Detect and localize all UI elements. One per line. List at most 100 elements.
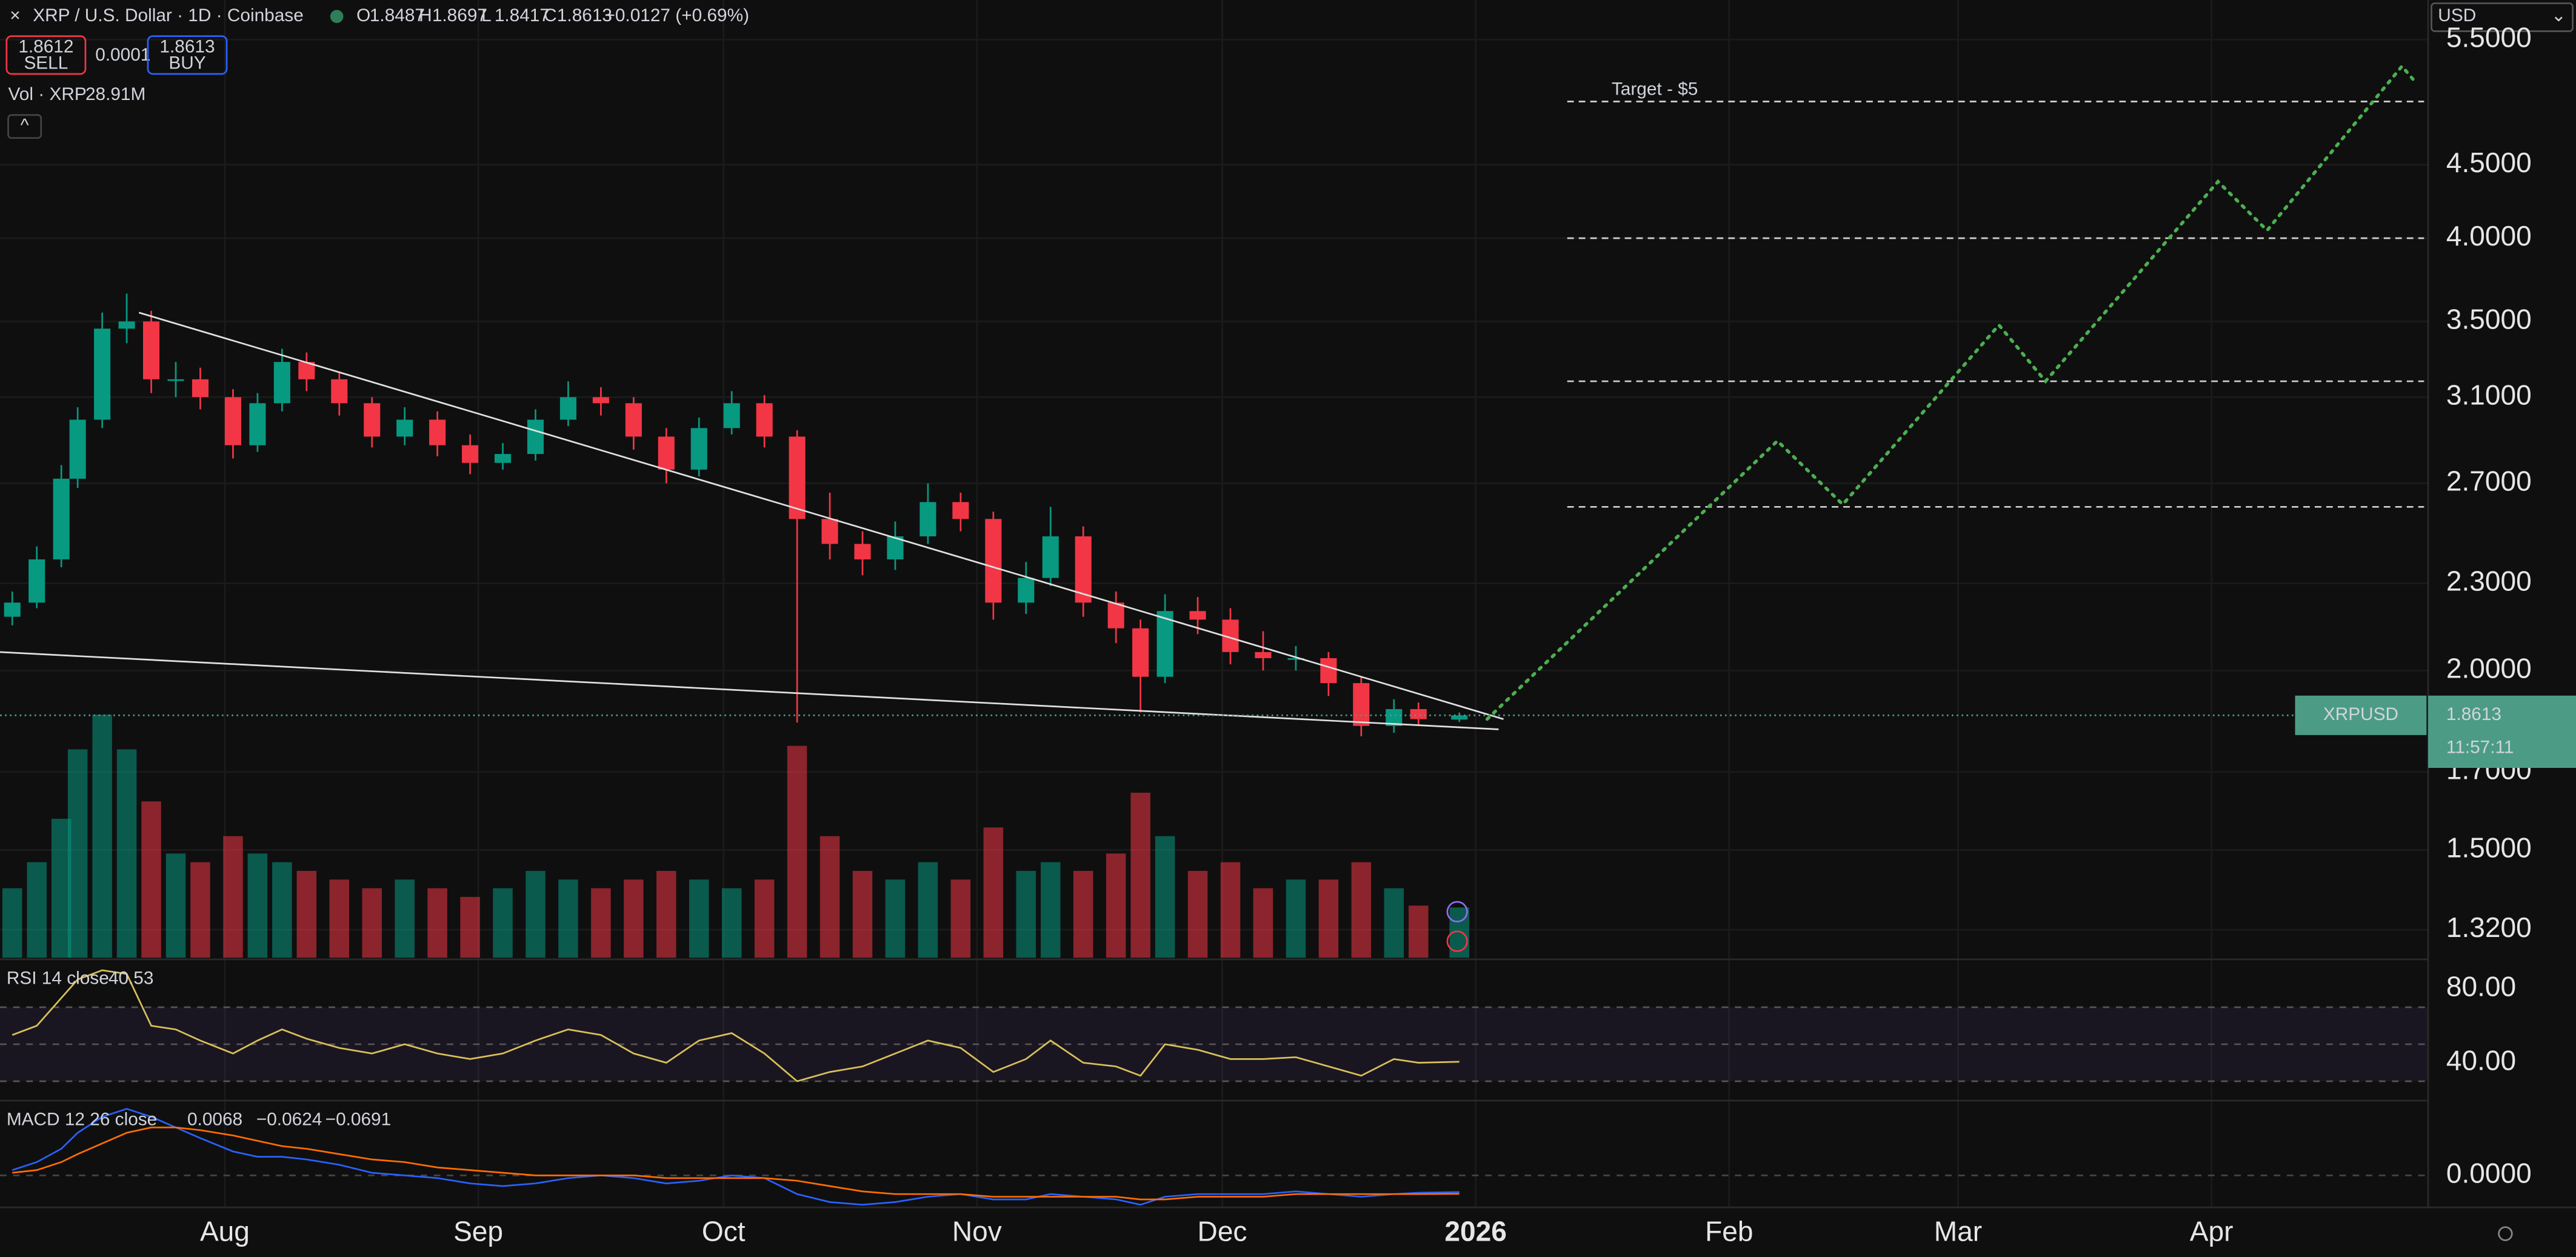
volume-bar bbox=[1408, 905, 1429, 958]
candle-body bbox=[331, 379, 348, 404]
event-icon[interactable] bbox=[1446, 901, 1468, 922]
candle-body bbox=[1353, 683, 1370, 726]
collapse-icon[interactable]: ^ bbox=[21, 116, 29, 136]
volume-bar bbox=[2, 888, 22, 958]
volume-value: 28.91M bbox=[85, 84, 145, 104]
buy-button[interactable] bbox=[147, 35, 228, 75]
volume-bar bbox=[272, 862, 292, 958]
y-tick-label: 4.0000 bbox=[2446, 220, 2532, 252]
candle-body bbox=[658, 436, 675, 470]
candle-body bbox=[249, 403, 266, 445]
volume-bar bbox=[950, 879, 971, 958]
x-tick-label: Apr bbox=[2190, 1216, 2234, 1247]
y-tick-label: 2.3000 bbox=[2446, 565, 2532, 597]
currency-caret[interactable]: ⌄ bbox=[2551, 5, 2566, 25]
candle-body bbox=[364, 403, 381, 437]
volume-bar bbox=[983, 827, 1004, 958]
change: +0.0127 (+0.69%) bbox=[604, 5, 749, 25]
status-dot bbox=[330, 10, 344, 23]
x-tick-label: Aug bbox=[200, 1216, 250, 1247]
y-tick-label: 2.7000 bbox=[2446, 465, 2532, 497]
ohlc-value: 1.8417 bbox=[495, 5, 550, 25]
price-tag-countdown: 11:57:11 bbox=[2446, 737, 2514, 757]
candle-body bbox=[1189, 611, 1206, 620]
candle-body bbox=[69, 419, 86, 479]
volume-bar bbox=[296, 870, 317, 958]
candle-body bbox=[527, 419, 544, 455]
close-icon[interactable]: × bbox=[10, 5, 20, 25]
symbol-title: XRP / U.S. Dollar · 1D · Coinbase bbox=[33, 5, 304, 25]
sell-price[interactable]: 1.8612 bbox=[18, 36, 73, 56]
candle-body bbox=[1018, 578, 1035, 603]
rsi-label: RSI 14 close bbox=[7, 968, 109, 988]
x-tick-label: Mar bbox=[1934, 1216, 1982, 1247]
projection-path bbox=[1485, 63, 2417, 721]
volume-bar bbox=[885, 879, 906, 958]
volume-bar bbox=[558, 879, 578, 958]
volume-bar bbox=[67, 749, 88, 958]
volume-bar bbox=[852, 870, 873, 958]
volume-bar bbox=[116, 749, 137, 958]
volume-bar bbox=[329, 879, 350, 958]
candle-body bbox=[4, 602, 21, 617]
macd-legend-value: −0.0691 bbox=[325, 1109, 392, 1129]
volume-bar bbox=[141, 801, 161, 958]
macd-tick-label: 0.0000 bbox=[2446, 1158, 2532, 1189]
rsi-tick-label: 80.00 bbox=[2446, 971, 2516, 1002]
volume-bar bbox=[1286, 879, 1306, 958]
x-tick-label: 2026 bbox=[1444, 1216, 1506, 1247]
trendline bbox=[138, 312, 1504, 720]
symbol-tag-label: XRPUSD bbox=[2323, 704, 2398, 724]
volume-bar bbox=[754, 879, 775, 958]
volume-bar bbox=[624, 879, 644, 958]
volume-bar bbox=[787, 745, 807, 958]
currency-select[interactable] bbox=[2431, 2, 2574, 32]
macd-signal-line bbox=[12, 1126, 1460, 1201]
candle-body bbox=[118, 321, 135, 329]
ohlc-key: L bbox=[481, 5, 492, 25]
collapse-button[interactable] bbox=[7, 114, 42, 139]
volume-bar bbox=[223, 836, 243, 958]
target-label: Target - $5 bbox=[1612, 79, 1698, 99]
buy-label[interactable]: BUY bbox=[169, 53, 205, 73]
volume-bar bbox=[1155, 836, 1175, 958]
volume-name: Vol · XRP bbox=[8, 84, 87, 104]
volume-bar bbox=[1073, 870, 1093, 958]
ohlc-key: C bbox=[544, 5, 557, 25]
candle-body bbox=[985, 519, 1002, 603]
currency[interactable]: USD bbox=[2438, 5, 2476, 25]
buy-price[interactable]: 1.8613 bbox=[159, 36, 215, 56]
candle-body bbox=[723, 403, 740, 428]
candle-body bbox=[592, 397, 609, 404]
candle-body bbox=[756, 403, 773, 437]
volume-bar bbox=[721, 888, 742, 958]
event-icon[interactable] bbox=[1446, 930, 1468, 952]
settings-icon[interactable] bbox=[2498, 1226, 2513, 1241]
price-tag bbox=[2428, 695, 2576, 769]
sell-label[interactable]: SELL bbox=[24, 53, 68, 73]
volume-bar bbox=[1040, 862, 1061, 958]
volume-bar bbox=[190, 862, 210, 958]
candle-body bbox=[1255, 652, 1272, 658]
symbol-tag bbox=[2295, 695, 2427, 735]
y-tick-label: 4.5000 bbox=[2446, 147, 2532, 178]
y-tick-label: 2.0000 bbox=[2446, 652, 2532, 684]
volume-bar bbox=[591, 888, 611, 958]
volume-bar bbox=[1253, 888, 1273, 958]
volume-bar bbox=[1106, 853, 1126, 958]
candle-body bbox=[429, 419, 446, 445]
volume-bar bbox=[1016, 870, 1036, 958]
price-tag-value: 1.8613 bbox=[2446, 704, 2501, 724]
candle-body bbox=[690, 428, 707, 470]
volume-bar bbox=[92, 715, 112, 958]
volume-bar bbox=[819, 836, 840, 958]
x-tick-label: Sep bbox=[453, 1216, 503, 1247]
volume-bar bbox=[395, 879, 415, 958]
sell-button[interactable] bbox=[5, 35, 87, 75]
candle-body bbox=[919, 502, 936, 536]
volume-bar bbox=[247, 853, 268, 958]
candle-body bbox=[789, 436, 806, 519]
